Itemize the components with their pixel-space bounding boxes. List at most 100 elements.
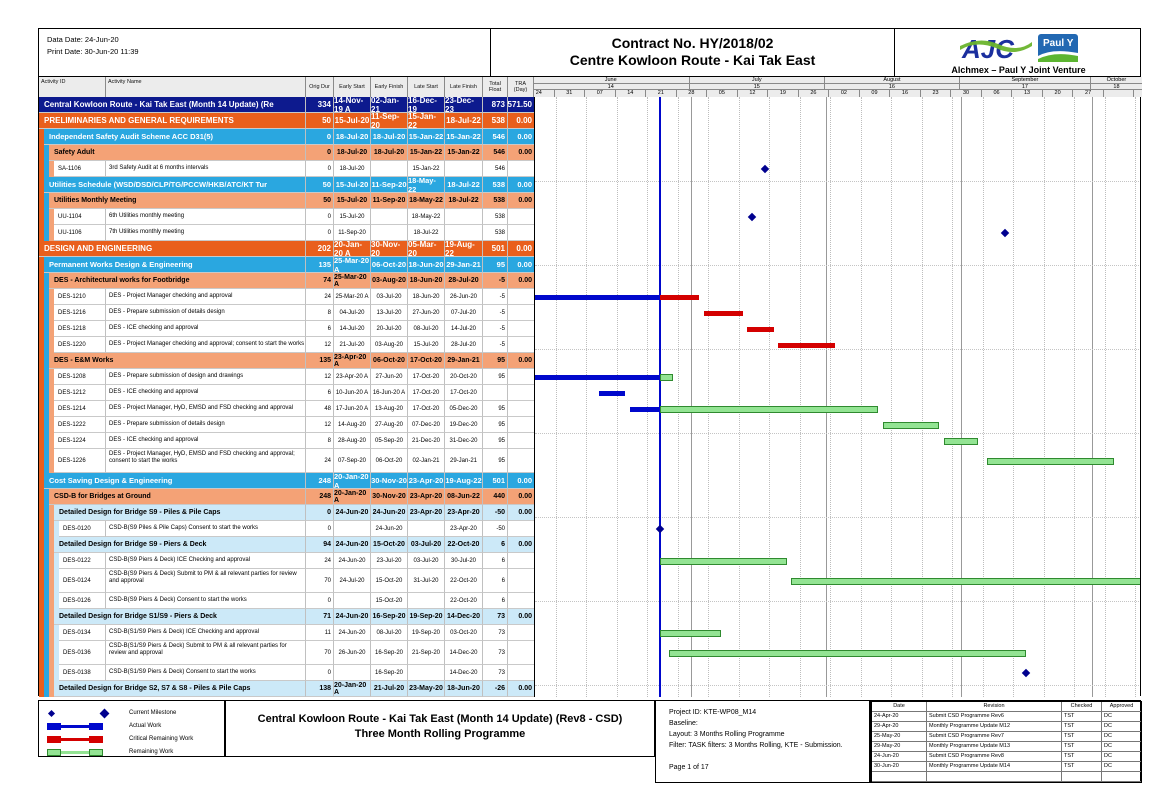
orig-dur-cell: 50 xyxy=(306,113,334,129)
week-gridline xyxy=(586,97,588,697)
tra-cell xyxy=(508,417,534,433)
activity-name-cell: CSD-B(S9 Piers & Deck) Consent to start … xyxy=(106,593,306,609)
orig-dur-cell: 24 xyxy=(306,289,334,305)
tra-cell xyxy=(508,665,534,681)
week-gridline xyxy=(1104,97,1106,697)
total-float-cell: 73 xyxy=(483,609,508,625)
gantt-bar-critical xyxy=(703,310,743,316)
hierarchy-indent-strip xyxy=(44,145,49,161)
total-float-cell: 95 xyxy=(483,449,508,473)
early-start-cell: 20-Jan-20 A xyxy=(334,241,371,257)
footer-title-line2: Three Month Rolling Programme xyxy=(354,728,526,740)
orig-dur-cell: 6 xyxy=(306,321,334,337)
total-float-cell: 873 xyxy=(483,97,508,113)
hierarchy-indent-strip xyxy=(49,521,54,537)
table-row-summary: DES - E&M Works 135 23-Apr-20 A 06-Oct-20 17… xyxy=(39,353,534,369)
total-float-cell: 6 xyxy=(483,593,508,609)
timeline-month-number: 14 xyxy=(534,84,690,90)
timeline-week-label: 06 xyxy=(981,90,1013,97)
summary-name-cell: Detailed Design for Bridge S1/S9 - Piers… xyxy=(54,609,306,625)
orig-dur-cell: 50 xyxy=(306,193,334,209)
revision-cell: Monthly Programme Update M14 xyxy=(927,762,1062,771)
tra-cell: 0.00 xyxy=(508,505,534,521)
late-start-cell: 23-Apr-20 xyxy=(408,489,445,505)
horizontal-gridline xyxy=(535,601,1140,602)
tra-cell: 0.00 xyxy=(508,241,534,257)
table-row-task: UU-1106 7th Utilities monthly meeting 0 11-… xyxy=(39,225,534,241)
summary-name-cell: Detailed Design for Bridge S9 - Piers & … xyxy=(54,537,306,553)
revision-table: Date Revision Checked Approved 24-Apr-20 Subm… xyxy=(871,701,1142,783)
report-header-band: Data Date: 24-Jun-20 Print Date: 30-Jun-… xyxy=(39,29,1140,77)
revision-header-cell: Checked xyxy=(1062,702,1102,711)
gantt-bar-remaining xyxy=(943,437,979,445)
hierarchy-indent-strip xyxy=(39,505,44,521)
hierarchy-indent-strip xyxy=(39,417,44,433)
late-finish-cell: 18-Jul-22 xyxy=(445,193,483,209)
week-gridline xyxy=(830,97,832,697)
gantt-milestone-diamond xyxy=(760,164,770,174)
total-float-cell: 538 xyxy=(483,177,508,193)
hierarchy-indent-strip xyxy=(39,489,44,505)
gantt-bar-remaining xyxy=(790,577,1140,585)
revision-row: 29-Apr-20 Monthly Programme Update M12 TST… xyxy=(872,722,1141,732)
late-finish-cell: 29-Jan-21 xyxy=(445,257,483,273)
late-finish-cell xyxy=(445,225,483,241)
revision-cell: DC xyxy=(1104,763,1112,769)
late-start-cell: 18-May-22 xyxy=(408,177,445,193)
early-finish-cell: 18-Jul-20 xyxy=(371,129,408,145)
table-row-summary: Independent Safety Audit Scheme ACC D31(… xyxy=(39,129,534,145)
column-header-early-start: Early Start xyxy=(334,77,371,97)
total-float-cell: 538 xyxy=(483,113,508,129)
hierarchy-indent-strip xyxy=(39,473,44,489)
table-row-task: DES-0120 CSD-B(S9 Piles & Pile Caps) Cons… xyxy=(39,521,534,537)
hierarchy-indent-strip xyxy=(44,521,49,537)
table-row-summary: Utilities Schedule (WSD/DSD/CLP/TG/PCCW/… xyxy=(39,177,534,193)
column-header-total-float: Total Float xyxy=(483,77,508,97)
revision-cell: TST xyxy=(1062,722,1102,731)
late-start-cell: 18-Jun-20 xyxy=(408,289,445,305)
activity-id-cell: DES-1222 xyxy=(54,417,106,433)
hierarchy-indent-strip xyxy=(39,593,44,609)
timeline-week-label: 13 xyxy=(1012,90,1043,97)
early-finish-cell: 03-Aug-20 xyxy=(371,337,408,353)
tra-cell: 571.50 xyxy=(508,97,534,113)
horizontal-gridline xyxy=(535,349,1140,350)
early-start-cell: 28-Aug-20 xyxy=(334,433,371,449)
total-float-cell: -5 xyxy=(483,273,508,289)
hierarchy-indent-strip xyxy=(49,609,54,625)
column-header-early-finish: Early Finish xyxy=(371,77,408,97)
orig-dur-cell: 12 xyxy=(306,369,334,385)
activity-name-cell: CSD-B(S1/S9 Piers & Deck) ICE Checking a… xyxy=(106,625,306,641)
early-finish-cell: 16-Jun-20 A xyxy=(371,385,408,401)
week-gridline xyxy=(647,97,649,697)
timeline-week-label: 14 xyxy=(615,90,647,97)
timeline-week-label: 23 xyxy=(920,90,952,97)
table-row-summary: Detailed Design for Bridge S9 - Piles & … xyxy=(39,505,534,521)
late-start-cell: 17-Oct-20 xyxy=(408,369,445,385)
week-gridline xyxy=(860,97,862,697)
hierarchy-indent-strip xyxy=(44,225,49,241)
late-start-cell: 31-Jul-20 xyxy=(408,569,445,593)
tra-cell xyxy=(508,385,534,401)
late-start-cell: 07-Dec-20 xyxy=(408,417,445,433)
revision-table-box: Date Revision Checked Approved 24-Apr-20 Subm… xyxy=(870,700,1142,783)
revision-row: 24-Apr-20 Submit CSD Programme Rev6 TST DC xyxy=(872,712,1141,722)
revision-row: 29-May-20 Monthly Programme Update M13 TST… xyxy=(872,742,1141,752)
late-start-cell: 23-May-20 xyxy=(408,681,445,697)
early-finish-cell: 27-Aug-20 xyxy=(371,417,408,433)
hierarchy-indent-strip xyxy=(39,569,44,593)
early-start-cell: 20-Jan-20 A xyxy=(334,473,371,489)
late-finish-cell: 22-Oct-20 xyxy=(445,537,483,553)
revision-cell: 30-Jun-20 xyxy=(872,762,927,771)
orig-dur-cell: 202 xyxy=(306,241,334,257)
hierarchy-indent-strip xyxy=(39,305,44,321)
summary-name-cell: Detailed Design for Bridge S2, S7 & S8 -… xyxy=(54,681,306,697)
early-start-cell: 15-Jul-20 xyxy=(334,193,371,209)
orig-dur-cell: 0 xyxy=(306,505,334,521)
table-row-summary: DES - Architectural works for Footbridge… xyxy=(39,273,534,289)
timeline-month-number: 18 xyxy=(1090,84,1142,90)
late-finish-cell: 18-Jul-22 xyxy=(445,113,483,129)
early-start-cell: 15-Jul-20 xyxy=(334,177,371,193)
hierarchy-indent-strip xyxy=(44,569,49,593)
orig-dur-cell: 12 xyxy=(306,337,334,353)
